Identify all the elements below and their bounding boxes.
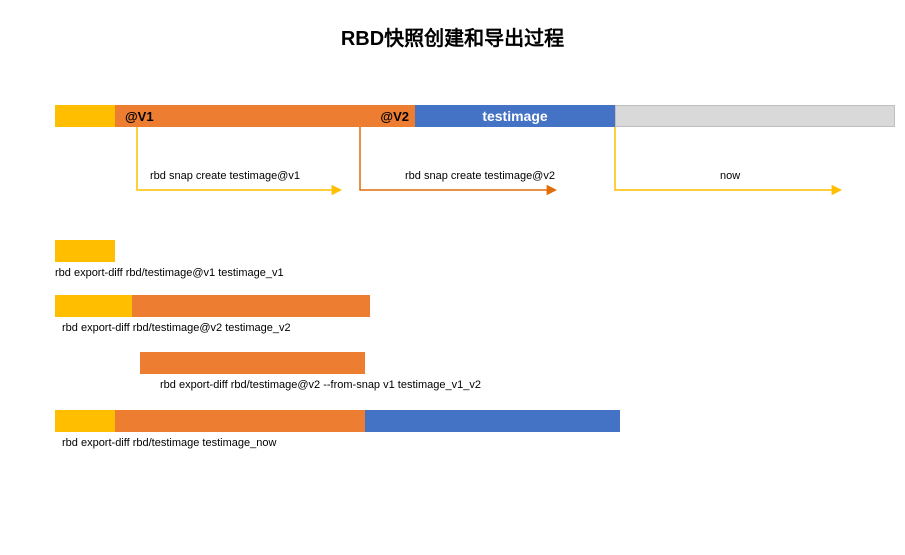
page-title: RBD快照创建和导出过程 — [0, 22, 905, 51]
export-bar-2-seg-0 — [140, 352, 365, 374]
export-caption-2: rbd export-diff rbd/testimage@v2 --from-… — [160, 379, 481, 391]
timeline-seg-test: testimage — [415, 105, 615, 127]
export-bar-1 — [55, 295, 370, 317]
timeline-seg-now — [615, 105, 895, 127]
export-caption-1: rbd export-diff rbd/testimage@v2 testima… — [62, 322, 291, 334]
export-bar-2 — [140, 352, 365, 374]
export-bar-3-seg-1 — [115, 410, 365, 432]
arrow-label-2: now — [720, 170, 740, 182]
export-bar-1-seg-1 — [132, 295, 370, 317]
export-bar-3 — [55, 410, 620, 432]
export-caption-3: rbd export-diff rbd/testimage testimage_… — [62, 437, 276, 449]
timeline-bar: @V1@V2testimage — [55, 105, 895, 127]
timeline-seg-v1: @V1 — [115, 105, 355, 127]
timeline-seg-pre — [55, 105, 115, 127]
export-caption-0: rbd export-diff rbd/testimage@v1 testima… — [55, 267, 284, 279]
export-bar-3-seg-2 — [365, 410, 620, 432]
export-bar-0 — [55, 240, 115, 262]
export-bar-0-seg-0 — [55, 240, 115, 262]
export-bar-3-seg-0 — [55, 410, 115, 432]
export-bar-1-seg-0 — [55, 295, 132, 317]
arrow-label-0: rbd snap create testimage@v1 — [150, 170, 300, 182]
arrow-label-1: rbd snap create testimage@v2 — [405, 170, 555, 182]
timeline-seg-v2: @V2 — [355, 105, 415, 127]
